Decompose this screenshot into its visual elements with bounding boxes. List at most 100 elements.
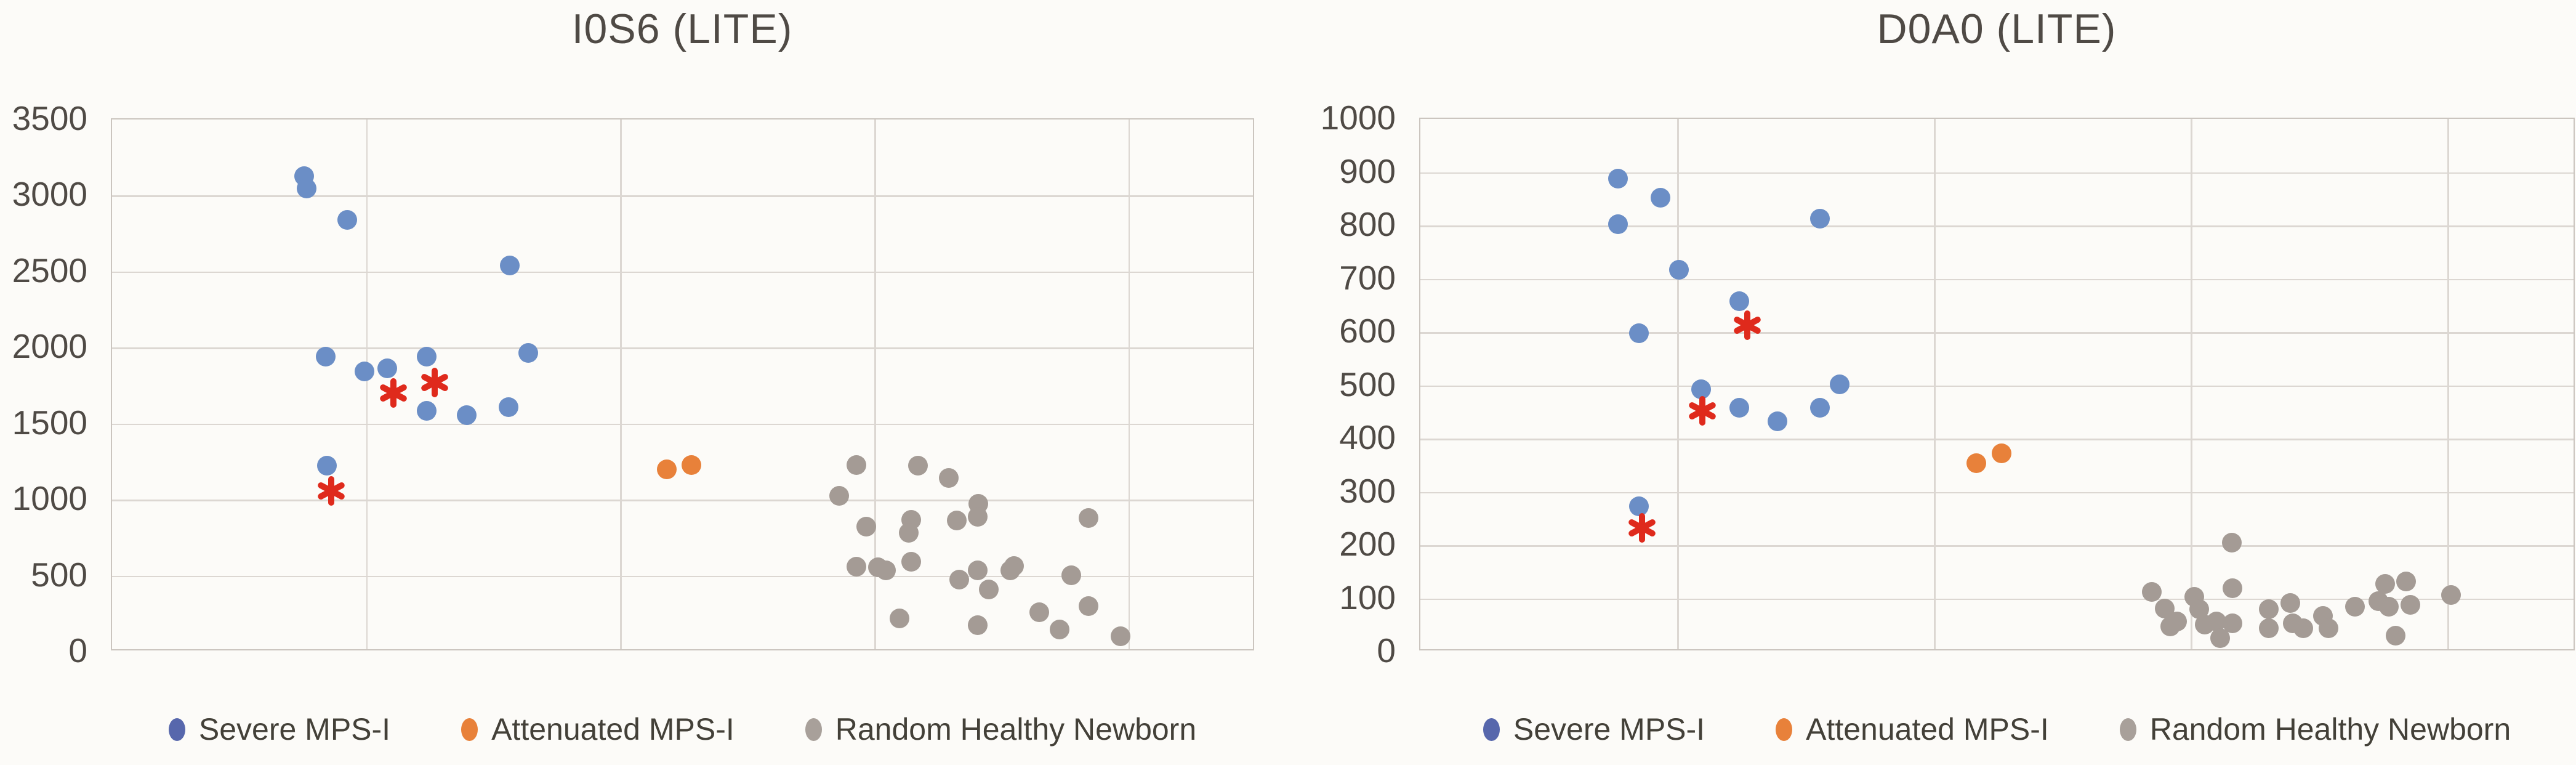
flag-asterisk-marker [1733, 310, 1762, 341]
legend-label: Severe MPS-I [1513, 712, 1705, 747]
data-point [2223, 578, 2243, 598]
data-point [908, 456, 928, 476]
gridline-h [1420, 545, 2574, 547]
legend-label: Attenuated MPS-I [1806, 712, 2049, 747]
gridline-h [1420, 439, 2574, 440]
gridline-h [1420, 332, 2574, 334]
gridline-h [112, 195, 1253, 197]
data-point [1729, 291, 1749, 312]
y-tick-label: 400 [1339, 418, 1396, 456]
y-tick-label: 600 [1339, 312, 1396, 350]
y-tick-label: 800 [1339, 205, 1396, 243]
y-tick-label: 0 [68, 631, 87, 670]
data-point [1767, 411, 1787, 432]
data-point [2210, 628, 2230, 649]
flag-asterisk-marker [316, 476, 346, 506]
legend-marker-icon [168, 718, 185, 741]
data-point [499, 397, 519, 418]
y-tick-label: 1500 [12, 403, 87, 442]
data-point [2386, 625, 2406, 646]
legend-item: Random Healthy Newborn [2119, 711, 2511, 747]
gridline-v [1128, 119, 1130, 649]
plot-area-d0a0 [1419, 118, 2575, 650]
flag-asterisk-marker [419, 367, 449, 397]
data-point [967, 506, 988, 527]
data-point [2441, 585, 2461, 605]
gridline-h [112, 575, 1253, 578]
y-tick-label: 500 [1339, 365, 1396, 403]
legend-label: Attenuated MPS-I [491, 712, 735, 747]
y-tick-label: 700 [1339, 258, 1396, 297]
gridline-v [620, 119, 622, 649]
data-point [1061, 565, 1081, 585]
y-tick-label: 3500 [12, 99, 87, 137]
chart-i0s6: I0S6 (LITE) 3500 3000 2500 2000 1500 1000 500 0… [12, 6, 1254, 747]
gridline-v [2191, 119, 2192, 649]
data-point [316, 346, 336, 366]
data-point [2280, 593, 2301, 613]
data-point [1608, 169, 1628, 189]
plot-area-i0s6 [111, 118, 1254, 650]
chart-title-i0s6: I0S6 (LITE) [571, 6, 793, 52]
y-tick-label: 0 [1377, 631, 1396, 670]
data-point [1729, 398, 1749, 418]
gridline-h [112, 500, 1253, 501]
data-point [2345, 597, 2365, 617]
data-point [856, 517, 877, 537]
data-point [2221, 533, 2242, 553]
gridline-v [874, 119, 876, 649]
y-tick-label: 100 [1339, 578, 1396, 617]
data-point [939, 468, 959, 488]
data-point [876, 560, 896, 580]
data-point [2223, 613, 2243, 633]
y-tick-label: 1000 [12, 479, 87, 518]
legend-d0a0: Severe MPS-I Attenuated MPS-I Random Healt… [1419, 711, 2575, 747]
gridline-h [1420, 172, 2574, 174]
legend-item: Attenuated MPS-I [1776, 711, 2049, 747]
data-point [967, 615, 988, 636]
data-point [2258, 599, 2279, 620]
data-point [899, 522, 919, 543]
y-tick-label: 300 [1339, 471, 1396, 510]
data-point [1628, 323, 1649, 344]
data-point [1628, 496, 1649, 517]
data-point [500, 256, 520, 276]
gridline-h [1420, 278, 2574, 280]
data-point [377, 358, 398, 378]
legend-label: Severe MPS-I [198, 712, 391, 747]
flag-asterisk-marker [379, 378, 408, 408]
data-point [1000, 560, 1021, 580]
data-point [1078, 596, 1098, 617]
data-point [1029, 602, 1049, 623]
data-point [1669, 259, 1689, 280]
y-tick-label: 3000 [12, 175, 87, 214]
data-point [890, 609, 910, 629]
data-point [1810, 209, 1830, 229]
data-point [518, 342, 538, 363]
legend-label: Random Healthy Newborn [835, 712, 1197, 747]
legend-item: Random Healthy Newborn [805, 711, 1196, 747]
chart-d0a0: D0A0 (LITE) 1000 900 800 700 600 500 400 300 200… [1288, 0, 2576, 765]
data-point [1110, 626, 1130, 646]
legend-label: Random Healthy Newborn [2149, 712, 2511, 747]
data-point [947, 510, 967, 530]
data-point [846, 455, 866, 476]
data-point [1966, 453, 1986, 473]
data-point [1050, 620, 1070, 640]
data-point [2293, 618, 2313, 638]
y-tick-label: 2500 [12, 251, 87, 289]
gridline-h [1420, 598, 2574, 600]
flag-asterisk-marker [1627, 513, 1657, 543]
flag-asterisk-marker [1688, 395, 1717, 426]
y-tick-label: 500 [31, 555, 87, 594]
data-point [316, 456, 337, 476]
gridline-h [112, 271, 1253, 273]
gridline-h [1420, 225, 2574, 227]
data-point [1810, 398, 1830, 418]
chart-title-d0a0: D0A0 (LITE) [1877, 6, 2117, 52]
data-point [337, 210, 358, 230]
y-tick-label: 900 [1339, 152, 1396, 190]
legend-item: Severe MPS-I [168, 711, 391, 747]
data-point [416, 400, 437, 421]
